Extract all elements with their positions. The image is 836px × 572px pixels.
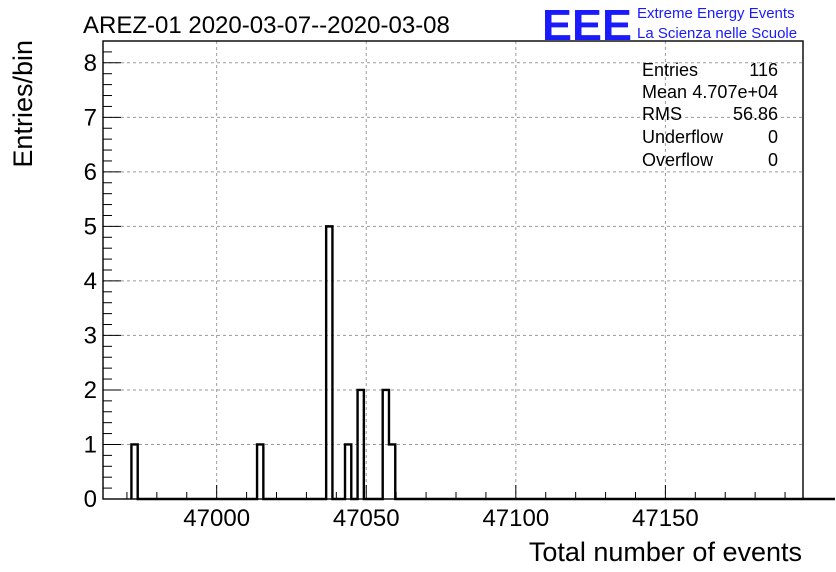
grid: [103, 41, 803, 499]
x-tick-label: 47050: [333, 505, 400, 532]
axis-ticks: 0 1 2 3 4 5 6 7 8 47000 47050 47100 47150: [84, 40, 786, 532]
stat-label: Entries: [642, 60, 698, 80]
y-tick-label: 5: [84, 213, 97, 240]
y-tick-label: 4: [84, 268, 97, 295]
logo-line-1: Extreme Energy Events: [637, 5, 795, 22]
logo-line-2: La Scienza nelle Scuole: [637, 25, 797, 42]
y-tick-label: 2: [84, 377, 97, 404]
y-tick-label: 1: [84, 431, 97, 458]
stat-value: 116: [749, 60, 778, 80]
histogram-series: [130, 225, 836, 501]
stat-label: RMS: [642, 104, 682, 124]
stat-value: 56.86: [733, 104, 778, 124]
eee-logo: EEE Extreme Energy Events La Scienza nel…: [542, 1, 797, 50]
y-tick-label: 0: [84, 486, 97, 513]
stat-label: Mean: [642, 82, 687, 102]
x-tick-label: 47150: [632, 505, 699, 532]
x-tick-label: 47000: [183, 505, 250, 532]
logo-mark: EEE: [542, 1, 632, 50]
stat-value: 4.707e+04: [692, 82, 778, 102]
histogram-outline: [130, 225, 836, 501]
chart-title: AREZ-01 2020-03-07--2020-03-08: [83, 12, 450, 39]
stat-value: 0: [768, 150, 778, 170]
y-tick-label: 3: [84, 322, 97, 349]
plot-frame: [102, 40, 804, 500]
stat-label: Overflow: [642, 150, 714, 170]
stat-value: 0: [768, 127, 778, 147]
y-tick-label: 8: [84, 50, 97, 77]
y-tick-label: 7: [84, 104, 97, 131]
x-tick-label: 47100: [482, 505, 549, 532]
y-tick-label: 6: [84, 159, 97, 186]
x-axis-label: Total number of events: [529, 537, 802, 567]
y-axis-label: Entries/bin: [8, 40, 38, 168]
stat-label: Underflow: [642, 127, 724, 147]
stats-box: Entries 116 Mean 4.707e+04 RMS 56.86 Und…: [642, 60, 778, 170]
